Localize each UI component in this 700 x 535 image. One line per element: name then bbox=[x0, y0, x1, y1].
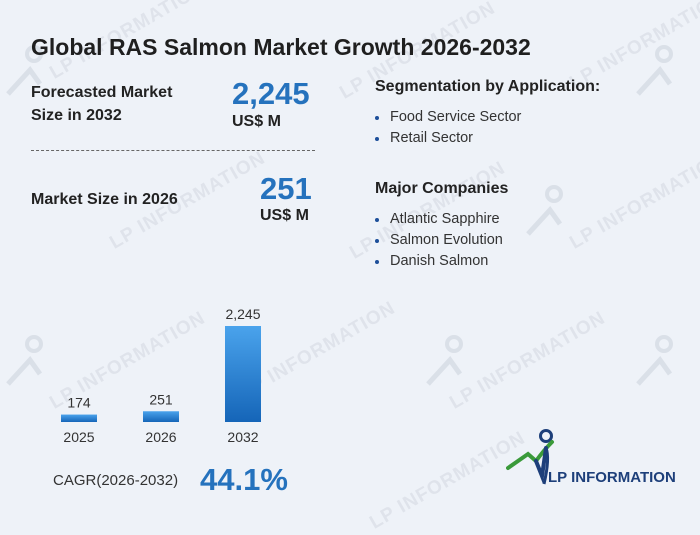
x-tick-label: 2025 bbox=[63, 429, 94, 445]
company-item: Atlantic Sapphire bbox=[375, 209, 503, 230]
bar-2032 bbox=[225, 326, 261, 422]
bar-2025 bbox=[61, 414, 97, 422]
bullet-icon bbox=[375, 239, 379, 243]
segmentation-item-label: Retail Sector bbox=[390, 130, 474, 146]
bullet-icon bbox=[375, 116, 379, 120]
company-item: Danish Salmon bbox=[375, 251, 503, 272]
forecast-value: 2,245 bbox=[232, 76, 310, 111]
segmentation-title: Segmentation by Application: bbox=[375, 78, 601, 95]
forecast-label-line1: Forecasted Market bbox=[31, 84, 173, 101]
segmentation-list: Food Service Sector Retail Sector bbox=[375, 107, 521, 149]
bars-group: 174 2025 251 2026 2,245 2032 bbox=[61, 306, 261, 445]
bar-value-label: 174 bbox=[67, 395, 91, 411]
company-item: Salmon Evolution bbox=[375, 230, 503, 251]
companies-list: Atlantic Sapphire Salmon Evolution Danis… bbox=[375, 209, 503, 272]
page-title: Global RAS Salmon Market Growth 2026-203… bbox=[31, 34, 531, 60]
company-item-label: Salmon Evolution bbox=[390, 232, 503, 248]
bar-value-label: 251 bbox=[149, 391, 173, 407]
current-unit: US$ M bbox=[260, 207, 309, 224]
bullet-icon bbox=[375, 260, 379, 264]
cagr-label: CAGR(2026-2032) bbox=[53, 472, 179, 489]
segmentation-item: Retail Sector bbox=[375, 128, 521, 149]
company-item-label: Atlantic Sapphire bbox=[390, 211, 500, 227]
divider bbox=[31, 150, 315, 151]
current-label: Market Size in 2026 bbox=[31, 191, 178, 208]
bar-2026 bbox=[143, 411, 179, 422]
segmentation-item: Food Service Sector bbox=[375, 107, 521, 128]
forecast-unit: US$ M bbox=[232, 113, 281, 130]
bullet-icon bbox=[375, 137, 379, 141]
current-value: 251 bbox=[260, 171, 312, 206]
bar-chart: 174 2025 251 2026 2,245 2032 bbox=[61, 306, 261, 445]
company-item-label: Danish Salmon bbox=[390, 253, 489, 269]
x-tick-label: 2032 bbox=[227, 429, 258, 445]
bullet-icon bbox=[375, 218, 379, 222]
lp-information-logo-icon bbox=[506, 429, 554, 485]
x-tick-label: 2026 bbox=[145, 429, 176, 445]
brand-name: LP INFORMATION bbox=[548, 469, 676, 486]
companies-title: Major Companies bbox=[375, 180, 509, 197]
cagr-value: 44.1% bbox=[200, 462, 288, 497]
segmentation-item-label: Food Service Sector bbox=[390, 109, 522, 125]
forecast-label: Forecasted Market Size in 2032 bbox=[31, 81, 172, 127]
bar-value-label: 2,245 bbox=[225, 306, 260, 322]
forecast-label-line2: Size in 2032 bbox=[31, 107, 122, 124]
